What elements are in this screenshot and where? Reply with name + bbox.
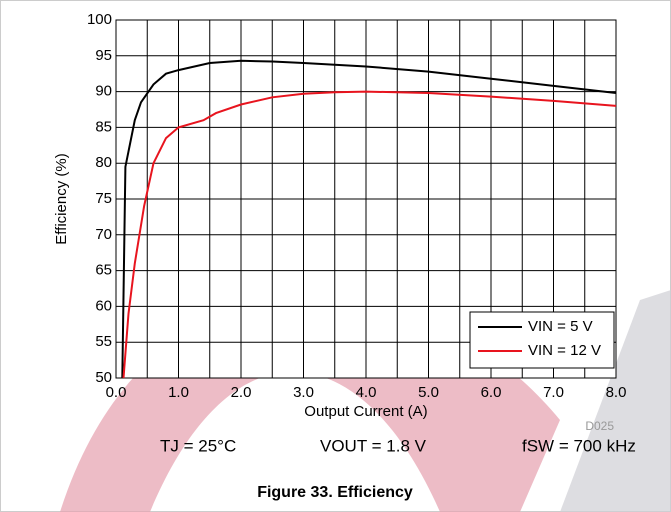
line (121, 59, 617, 379)
y-tick-label: 85 (95, 118, 112, 135)
watermark (560, 290, 671, 512)
figure-code: D025 (585, 419, 614, 433)
line (122, 90, 617, 379)
y-tick-label: 70 (95, 226, 112, 243)
y-axis-label: Efficiency (%) (53, 153, 70, 244)
legend-label: VIN = 5 V (528, 318, 593, 335)
y-tick-label: 80 (95, 154, 112, 171)
x-tick-label: 3.0 (293, 384, 314, 401)
y-tick-label: 60 (95, 297, 112, 314)
x-tick-label: 1.0 (168, 384, 189, 401)
y-tick-label: 55 (95, 333, 112, 350)
x-axis-label: Output Current (A) (304, 403, 427, 420)
legend-label: VIN = 12 V (528, 342, 601, 359)
x-tick-label: 7.0 (543, 384, 564, 401)
annotation: VOUT = 1.8 V (320, 436, 427, 455)
y-tick-label: 100 (87, 11, 112, 28)
y-tick-label: 50 (95, 369, 112, 386)
plot: 50 55 60 65 70 75 80 85 90 95 100 0.0 1.0 2.0 3.0 4.0 5.… (87, 11, 626, 401)
x-tick-label: 5.0 (418, 384, 439, 401)
legend (469, 311, 615, 369)
y-tick-label: 75 (95, 190, 112, 207)
y-tick-label: 90 (95, 83, 112, 100)
y-tick-label: 65 (95, 262, 112, 279)
x-tick-label: 6.0 (481, 384, 502, 401)
x-tick-label: 2.0 (231, 384, 252, 401)
caption: Figure 33. Efficiency (257, 484, 413, 501)
y-tick-label: 95 (95, 47, 112, 64)
x-tick-label: 4.0 (356, 384, 377, 401)
x-tick-label: 8.0 (606, 384, 627, 401)
annotation: TJ = 25°C (160, 436, 236, 455)
annotation: fSW = 700 kHz (522, 436, 636, 455)
x-tick-label: 0.0 (106, 384, 127, 401)
